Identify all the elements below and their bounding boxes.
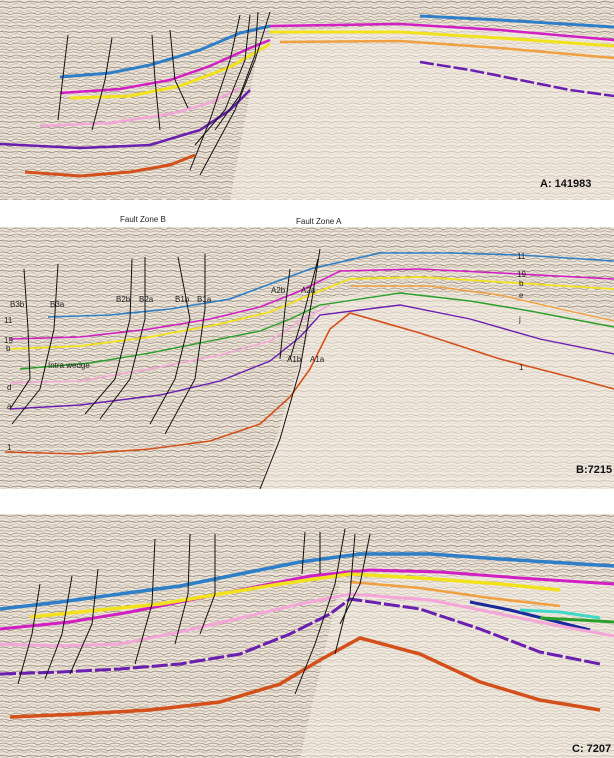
panel-a-image: [0, 0, 614, 200]
horizon-label-right-11: 11: [517, 252, 526, 261]
fault-label-a2b: A2b: [271, 286, 286, 295]
horizon-label-left-b: b: [6, 344, 11, 353]
horizon-label-left-19: 19: [4, 336, 13, 345]
horizon-label-right-j: j: [519, 315, 521, 324]
horizon-pink: [39, 86, 241, 128]
horizon-green: [19, 292, 614, 370]
fault-label-b1b: B1b: [175, 295, 190, 304]
horizon-yellow: [9, 276, 614, 350]
horizon-yellow: [29, 572, 561, 619]
horizon-label-right-19: 19: [517, 270, 526, 279]
panel-a-label: A: 141983: [540, 178, 592, 190]
intra-wedge-label: Intra wedge: [48, 361, 90, 370]
fault-label-a1a: A1a: [310, 355, 325, 364]
horizon-magenta: [9, 268, 614, 340]
horizon-label-left-a: a: [7, 402, 12, 411]
horizon-green: [539, 616, 614, 624]
horizon-purple: [0, 597, 601, 676]
horizon-pink: [9, 304, 331, 384]
horizon-label-left-d: d: [7, 383, 12, 392]
horizon-pink: [0, 592, 614, 648]
fault-label-a2a: A2a: [301, 286, 316, 295]
panel-b-image: [0, 227, 614, 489]
fault-label-a1b: A1b: [287, 355, 302, 364]
dome-region: [260, 292, 614, 489]
horizon-orange: [9, 636, 601, 719]
fault-label-b3b: B3b: [10, 300, 25, 309]
horizon-label-left-1: 1: [7, 443, 12, 452]
panel-c-image: [0, 514, 614, 758]
horizon-orange-light: [349, 580, 561, 608]
faults-panel-a: [57, 11, 271, 176]
panel-b-seismic-section: Fault Zone B Fault Zone A B3b B3a B2b B2…: [0, 209, 614, 489]
dome-region: [300, 574, 614, 758]
fault-zone-a-label: Fault Zone A: [296, 217, 342, 226]
horizon-navy: [469, 600, 591, 632]
panel-c-label: C: 7207: [572, 743, 612, 755]
horizon-magenta-left: [59, 38, 271, 95]
horizon-orange-light: [279, 39, 614, 60]
horizon-orange: [24, 153, 196, 178]
horizon-blue: [0, 552, 614, 611]
faults-panel-c: [17, 528, 371, 695]
horizon-yellow: [270, 30, 614, 48]
horizon-yellow-left: [69, 42, 271, 100]
fault-label-b2b: B2b: [116, 295, 131, 304]
fault-zone-b-label: Fault Zone B: [120, 215, 166, 224]
fault-label-b2a: B2a: [139, 295, 154, 304]
horizon-purple: [0, 89, 251, 150]
fault-label-b1a: B1a: [197, 295, 212, 304]
dome-region: [230, 25, 614, 200]
faults-panel-b: [9, 248, 321, 489]
horizon-magenta: [0, 568, 614, 631]
horizon-label-left-11: 11: [4, 316, 13, 325]
fault-label-b3a: B3a: [50, 300, 65, 309]
horizon-magenta: [269, 22, 614, 42]
horizon-blue: [47, 252, 614, 318]
horizon-label-right-b: b: [519, 279, 524, 288]
horizon-label-right-e: e: [519, 291, 524, 300]
horizon-orange-light: [350, 285, 614, 322]
panel-b-label: B:7215: [576, 464, 613, 476]
horizon-orange: [4, 312, 614, 455]
panel-c-seismic-section: C: 7207: [0, 514, 614, 758]
horizon-blue: [419, 14, 614, 29]
horizon-label-right-1: 1: [519, 363, 524, 372]
horizon-cyan: [519, 608, 601, 620]
horizon-purple: [9, 304, 614, 410]
horizon-blue-left: [59, 24, 271, 79]
panel-a-seismic-section: A: 141983: [0, 0, 614, 200]
